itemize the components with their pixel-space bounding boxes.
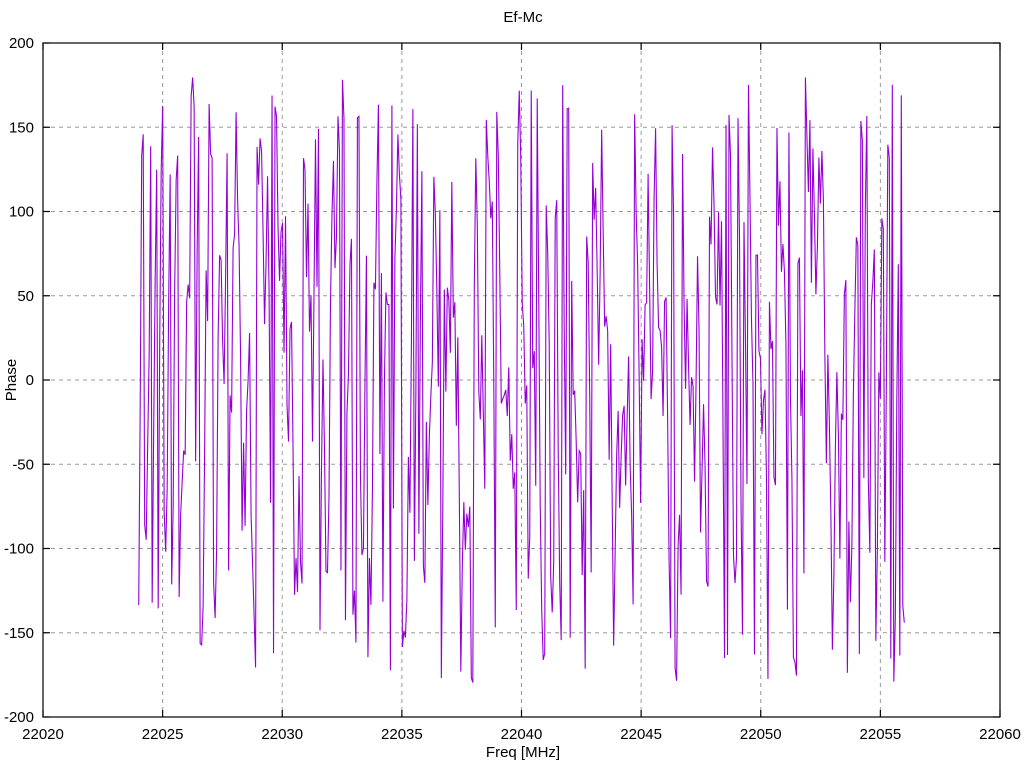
x-tick-label: 22025: [142, 726, 184, 743]
plot-title: Ef-Mc: [503, 9, 543, 26]
y-tick-label: -200: [4, 709, 34, 726]
y-tick-label: 200: [9, 35, 34, 52]
x-axis-tick-labels: 22020 22025 22030 22035 22040 22045 22050 22055…: [22, 726, 1021, 743]
y-tick-label: 50: [17, 288, 34, 305]
x-tick-label: 22060: [979, 726, 1021, 743]
y-tick-label: 150: [9, 119, 34, 136]
y-tick-label: -150: [4, 625, 34, 642]
y-tick-label: -100: [4, 541, 34, 558]
y-tick-label: -50: [12, 456, 34, 473]
x-tick-label: 22045: [620, 726, 662, 743]
data-series-phase: [138, 77, 905, 683]
x-tick-label: 22035: [381, 726, 423, 743]
y-axis-label: Phase: [3, 359, 20, 402]
x-tick-label: 22055: [860, 726, 902, 743]
x-tick-label: 22020: [22, 726, 64, 743]
x-tick-label: 22030: [261, 726, 303, 743]
y-axis-tick-labels: -200 -150 -100 -50 0 50 100 150 200: [4, 35, 34, 726]
y-tick-label: 0: [26, 372, 34, 389]
x-tick-label: 22050: [740, 726, 782, 743]
data-series-layer: [138, 77, 905, 683]
y-tick-label: 100: [9, 204, 34, 221]
plot-frame: [42, 42, 1001, 718]
x-tick-label: 22040: [501, 726, 543, 743]
x-axis-label: Freq [MHz]: [486, 744, 560, 761]
